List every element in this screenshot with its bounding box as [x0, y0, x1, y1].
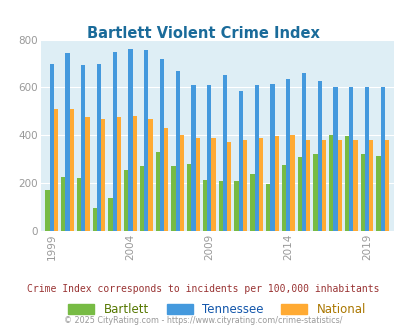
Bar	[207, 85, 211, 231]
Bar	[364, 87, 368, 231]
Bar	[328, 135, 333, 231]
Bar	[286, 79, 290, 231]
Bar	[139, 166, 144, 231]
Text: Crime Index corresponds to incidents per 100,000 inhabitants: Crime Index corresponds to incidents per…	[27, 284, 378, 294]
Bar	[243, 140, 247, 231]
Bar	[337, 140, 341, 231]
Bar	[234, 181, 238, 231]
Bar	[380, 87, 384, 231]
Bar	[218, 181, 222, 231]
Bar	[148, 118, 152, 231]
Text: Bartlett Violent Crime Index: Bartlett Violent Crime Index	[86, 26, 319, 41]
Bar	[384, 140, 388, 231]
Bar	[61, 177, 65, 231]
Bar	[101, 118, 105, 231]
Bar	[270, 84, 274, 231]
Text: © 2025 CityRating.com - https://www.cityrating.com/crime-statistics/: © 2025 CityRating.com - https://www.city…	[64, 316, 341, 325]
Bar	[160, 59, 164, 231]
Bar	[333, 87, 337, 231]
Bar	[301, 73, 305, 231]
Bar	[195, 138, 199, 231]
Bar	[297, 157, 301, 231]
Bar	[227, 143, 231, 231]
Bar	[360, 154, 364, 231]
Bar	[53, 109, 58, 231]
Bar	[175, 71, 179, 231]
Bar	[281, 165, 286, 231]
Bar	[254, 85, 258, 231]
Bar	[344, 137, 348, 231]
Bar	[191, 85, 195, 231]
Bar	[179, 135, 184, 231]
Bar	[96, 64, 101, 231]
Bar	[164, 128, 168, 231]
Bar	[211, 138, 215, 231]
Bar	[368, 140, 373, 231]
Bar	[124, 170, 128, 231]
Bar	[202, 180, 207, 231]
Bar	[290, 135, 294, 231]
Legend: Bartlett, Tennessee, National: Bartlett, Tennessee, National	[64, 298, 370, 321]
Bar	[317, 82, 321, 231]
Bar	[81, 65, 85, 231]
Bar	[375, 156, 380, 231]
Bar	[65, 53, 69, 231]
Bar	[321, 140, 325, 231]
Bar	[171, 166, 175, 231]
Bar	[352, 140, 357, 231]
Bar	[69, 109, 74, 231]
Bar	[187, 164, 191, 231]
Bar	[258, 138, 262, 231]
Bar	[77, 178, 81, 231]
Bar	[108, 197, 112, 231]
Bar	[117, 117, 121, 231]
Bar	[128, 49, 132, 231]
Bar	[45, 190, 49, 231]
Bar	[249, 174, 254, 231]
Bar	[155, 152, 160, 231]
Bar	[265, 184, 270, 231]
Bar	[313, 154, 317, 231]
Bar	[238, 91, 243, 231]
Bar	[92, 208, 96, 231]
Bar	[274, 137, 278, 231]
Bar	[305, 140, 309, 231]
Bar	[112, 51, 117, 231]
Bar	[132, 116, 136, 231]
Bar	[85, 117, 90, 231]
Bar	[222, 76, 227, 231]
Bar	[144, 50, 148, 231]
Bar	[348, 87, 352, 231]
Bar	[49, 64, 53, 231]
